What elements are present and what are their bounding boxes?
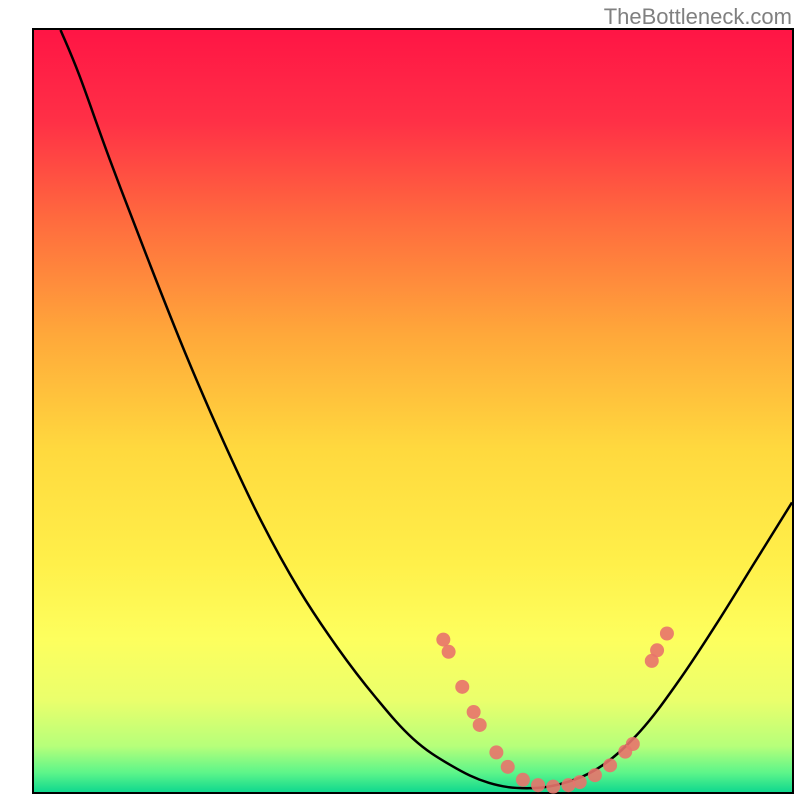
axis-right <box>792 28 794 794</box>
axis-left <box>32 28 34 794</box>
chart-container: TheBottleneck.com <box>0 0 800 800</box>
axis-bottom <box>32 792 794 794</box>
watermark-text: TheBottleneck.com <box>604 4 792 30</box>
plot-gradient-background <box>34 30 792 792</box>
